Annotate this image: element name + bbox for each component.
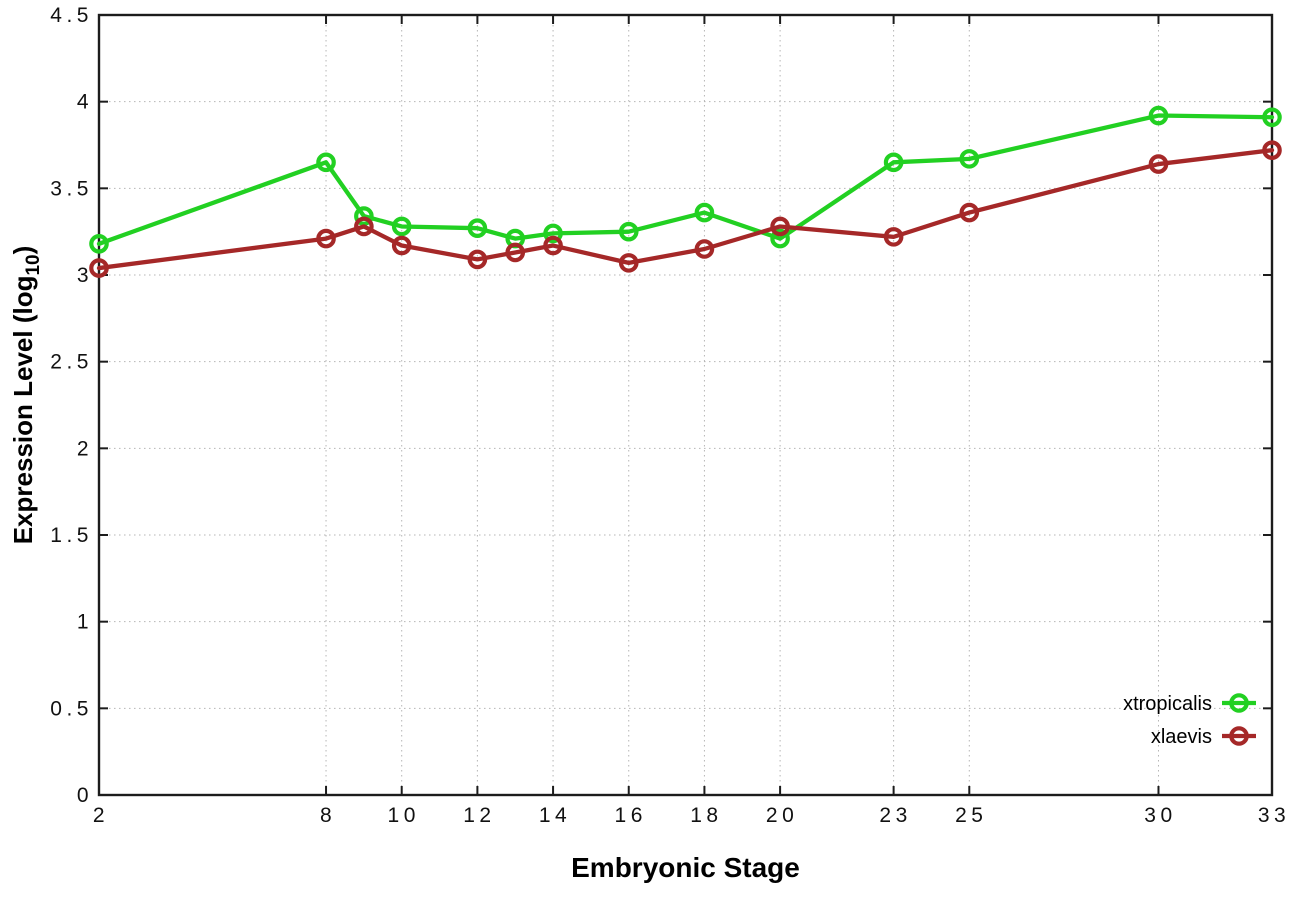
data-point-marker — [883, 227, 904, 247]
data-point-marker — [354, 216, 374, 237]
x-axis-title: Embryonic Stage — [571, 852, 800, 883]
series-xtropicalis — [89, 105, 1282, 254]
series-xlaevis — [89, 140, 1282, 278]
legend: xtropicalis xlaevis — [1123, 693, 1256, 748]
data-point-marker — [89, 258, 109, 278]
data-point-marker — [1148, 105, 1169, 126]
data-point-marker — [618, 221, 639, 242]
data-point-marker — [1262, 107, 1282, 128]
x-tick-label: 12 — [463, 804, 495, 827]
data-point-marker — [770, 228, 790, 249]
data-point-marker — [883, 152, 904, 173]
data-point-marker — [1262, 140, 1282, 160]
legend-marker-sample — [1229, 693, 1249, 713]
data-point-marker — [543, 223, 563, 244]
data-point-marker — [959, 202, 980, 223]
data-point-marker — [316, 228, 336, 249]
y-tick-label: 2 — [77, 437, 93, 460]
plot-border — [97, 13, 1274, 797]
data-point-marker — [694, 202, 715, 223]
data-point-marker — [618, 253, 639, 273]
y-tick-label: 2.5 — [50, 351, 93, 374]
grid — [99, 15, 1272, 795]
legend-label-xlaevis: xlaevis — [1151, 726, 1212, 748]
data-point-marker — [467, 249, 488, 270]
data-point-marker — [770, 216, 790, 237]
y-tick-label: 4 — [77, 91, 93, 114]
y-tick-label: 0 — [77, 784, 93, 807]
y-tick-label: 3.5 — [50, 177, 93, 200]
data-point-marker — [1148, 154, 1169, 174]
data-point-marker — [505, 242, 526, 263]
data-point-marker — [694, 239, 715, 259]
data-point-marker — [467, 218, 488, 238]
series-line — [96, 148, 1275, 271]
y-axis-title: Expression Level (log10) — [8, 246, 44, 545]
data-point-marker — [391, 216, 412, 237]
y-axis-tick-labels: 0 0.5 1 1.5 2 2.5 3 3.5 4 4.5 — [50, 4, 93, 807]
data-point-marker — [391, 235, 412, 256]
x-tick-label: 30 — [1144, 804, 1176, 827]
y-tick-label: 1 — [77, 611, 93, 634]
x-tick-label: 25 — [955, 804, 987, 827]
x-tick-label: 20 — [766, 804, 798, 827]
x-tick-label: 8 — [320, 804, 336, 827]
x-tick-label: 2 — [93, 804, 109, 827]
data-point-marker — [959, 149, 980, 169]
x-tick-label: 18 — [690, 804, 722, 827]
legend-label-xtropicalis: xtropicalis — [1123, 693, 1212, 715]
x-tick-label: 33 — [1258, 804, 1290, 827]
x-tick-label: 10 — [388, 804, 420, 827]
y-tick-label: 1.5 — [50, 524, 93, 547]
x-tick-label: 14 — [539, 804, 571, 827]
legend-marker-sample — [1229, 726, 1249, 746]
y-tick-label: 4.5 — [50, 4, 93, 27]
x-tick-label: 23 — [879, 804, 911, 827]
tick-marks — [98, 14, 1273, 796]
data-point-marker — [543, 235, 563, 256]
data-point-marker — [354, 206, 374, 226]
y-tick-label: 3 — [77, 264, 93, 287]
y-tick-label: 0.5 — [50, 697, 93, 720]
data-point-marker — [316, 152, 336, 173]
data-point-marker — [89, 234, 109, 254]
x-tick-label: 16 — [615, 804, 647, 827]
x-axis-tick-labels: 2 8 10 12 14 16 18 20 23 25 30 33 — [93, 804, 1290, 827]
